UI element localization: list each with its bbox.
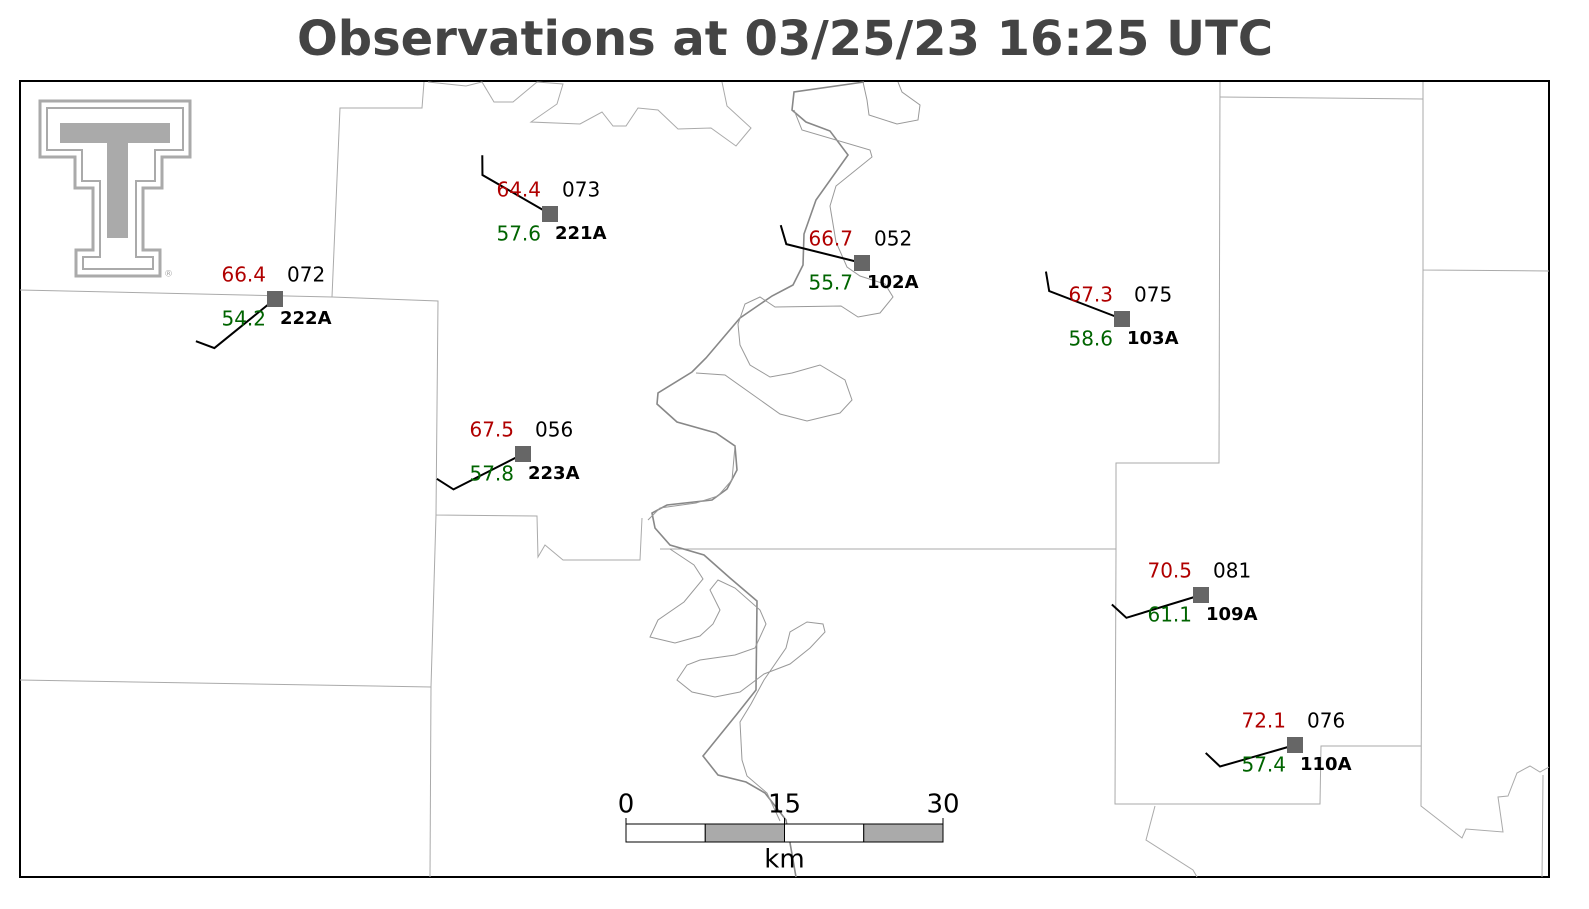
scale-segment: [704, 823, 785, 843]
dewpoint: 54.2: [221, 307, 266, 331]
wind-barb: [779, 224, 863, 264]
station-id: 110A: [1300, 754, 1352, 775]
temperature: 67.3: [1068, 283, 1113, 307]
wind-barb: [1205, 744, 1296, 768]
scale-segment: [784, 823, 865, 843]
pressure: 076: [1307, 709, 1345, 733]
river: [647, 81, 921, 878]
temperature: 66.4: [221, 263, 266, 287]
scale-segment: [863, 823, 944, 843]
station-id: 103A: [1127, 328, 1179, 349]
wind-barb: [481, 155, 551, 215]
station-id: 102A: [867, 272, 919, 293]
scale-label: 0: [618, 790, 635, 820]
temperature: 66.7: [808, 227, 853, 251]
wind-barb: [436, 453, 524, 491]
pressure: 081: [1213, 559, 1251, 583]
svg-text:®: ®: [164, 270, 173, 280]
pressure: 052: [874, 227, 912, 251]
station-id: 223A: [528, 463, 580, 484]
station-marker: [1193, 587, 1209, 603]
scale-label: 15: [768, 790, 801, 820]
dewpoint: 57.4: [1241, 753, 1286, 777]
pressure: 072: [287, 263, 325, 287]
wind-barb: [1111, 594, 1202, 619]
temperature: 67.5: [469, 418, 514, 442]
dewpoint: 58.6: [1068, 327, 1113, 351]
temperature: 70.5: [1147, 559, 1192, 583]
station-marker: [542, 206, 558, 222]
dewpoint: 55.7: [808, 271, 853, 295]
logo: ®: [38, 99, 192, 280]
dewpoint: 57.6: [496, 222, 541, 246]
station-marker: [515, 446, 531, 462]
station-marker: [854, 255, 870, 271]
temperature: 72.1: [1241, 709, 1286, 733]
station-marker: [267, 291, 283, 307]
title: Observations at 03/25/23 16:25 UTC: [297, 11, 1273, 67]
pressure: 056: [535, 418, 573, 442]
temperature: 64.4: [496, 178, 541, 202]
wind-barb: [1044, 271, 1123, 320]
station-marker: [1114, 311, 1130, 327]
station-id: 221A: [555, 223, 607, 244]
pressure: 073: [562, 178, 600, 202]
scale-segment: [625, 823, 706, 843]
boundaries: [19, 81, 1550, 878]
scale-label: 30: [926, 790, 959, 820]
pressure: 075: [1134, 283, 1172, 307]
dewpoint: 57.8: [469, 462, 514, 486]
dewpoint: 61.1: [1147, 603, 1192, 627]
station-id: 109A: [1206, 604, 1258, 625]
station-id: 222A: [280, 308, 332, 329]
station-marker: [1287, 737, 1303, 753]
wind-barb: [195, 298, 276, 350]
scale-unit: km: [764, 845, 804, 875]
